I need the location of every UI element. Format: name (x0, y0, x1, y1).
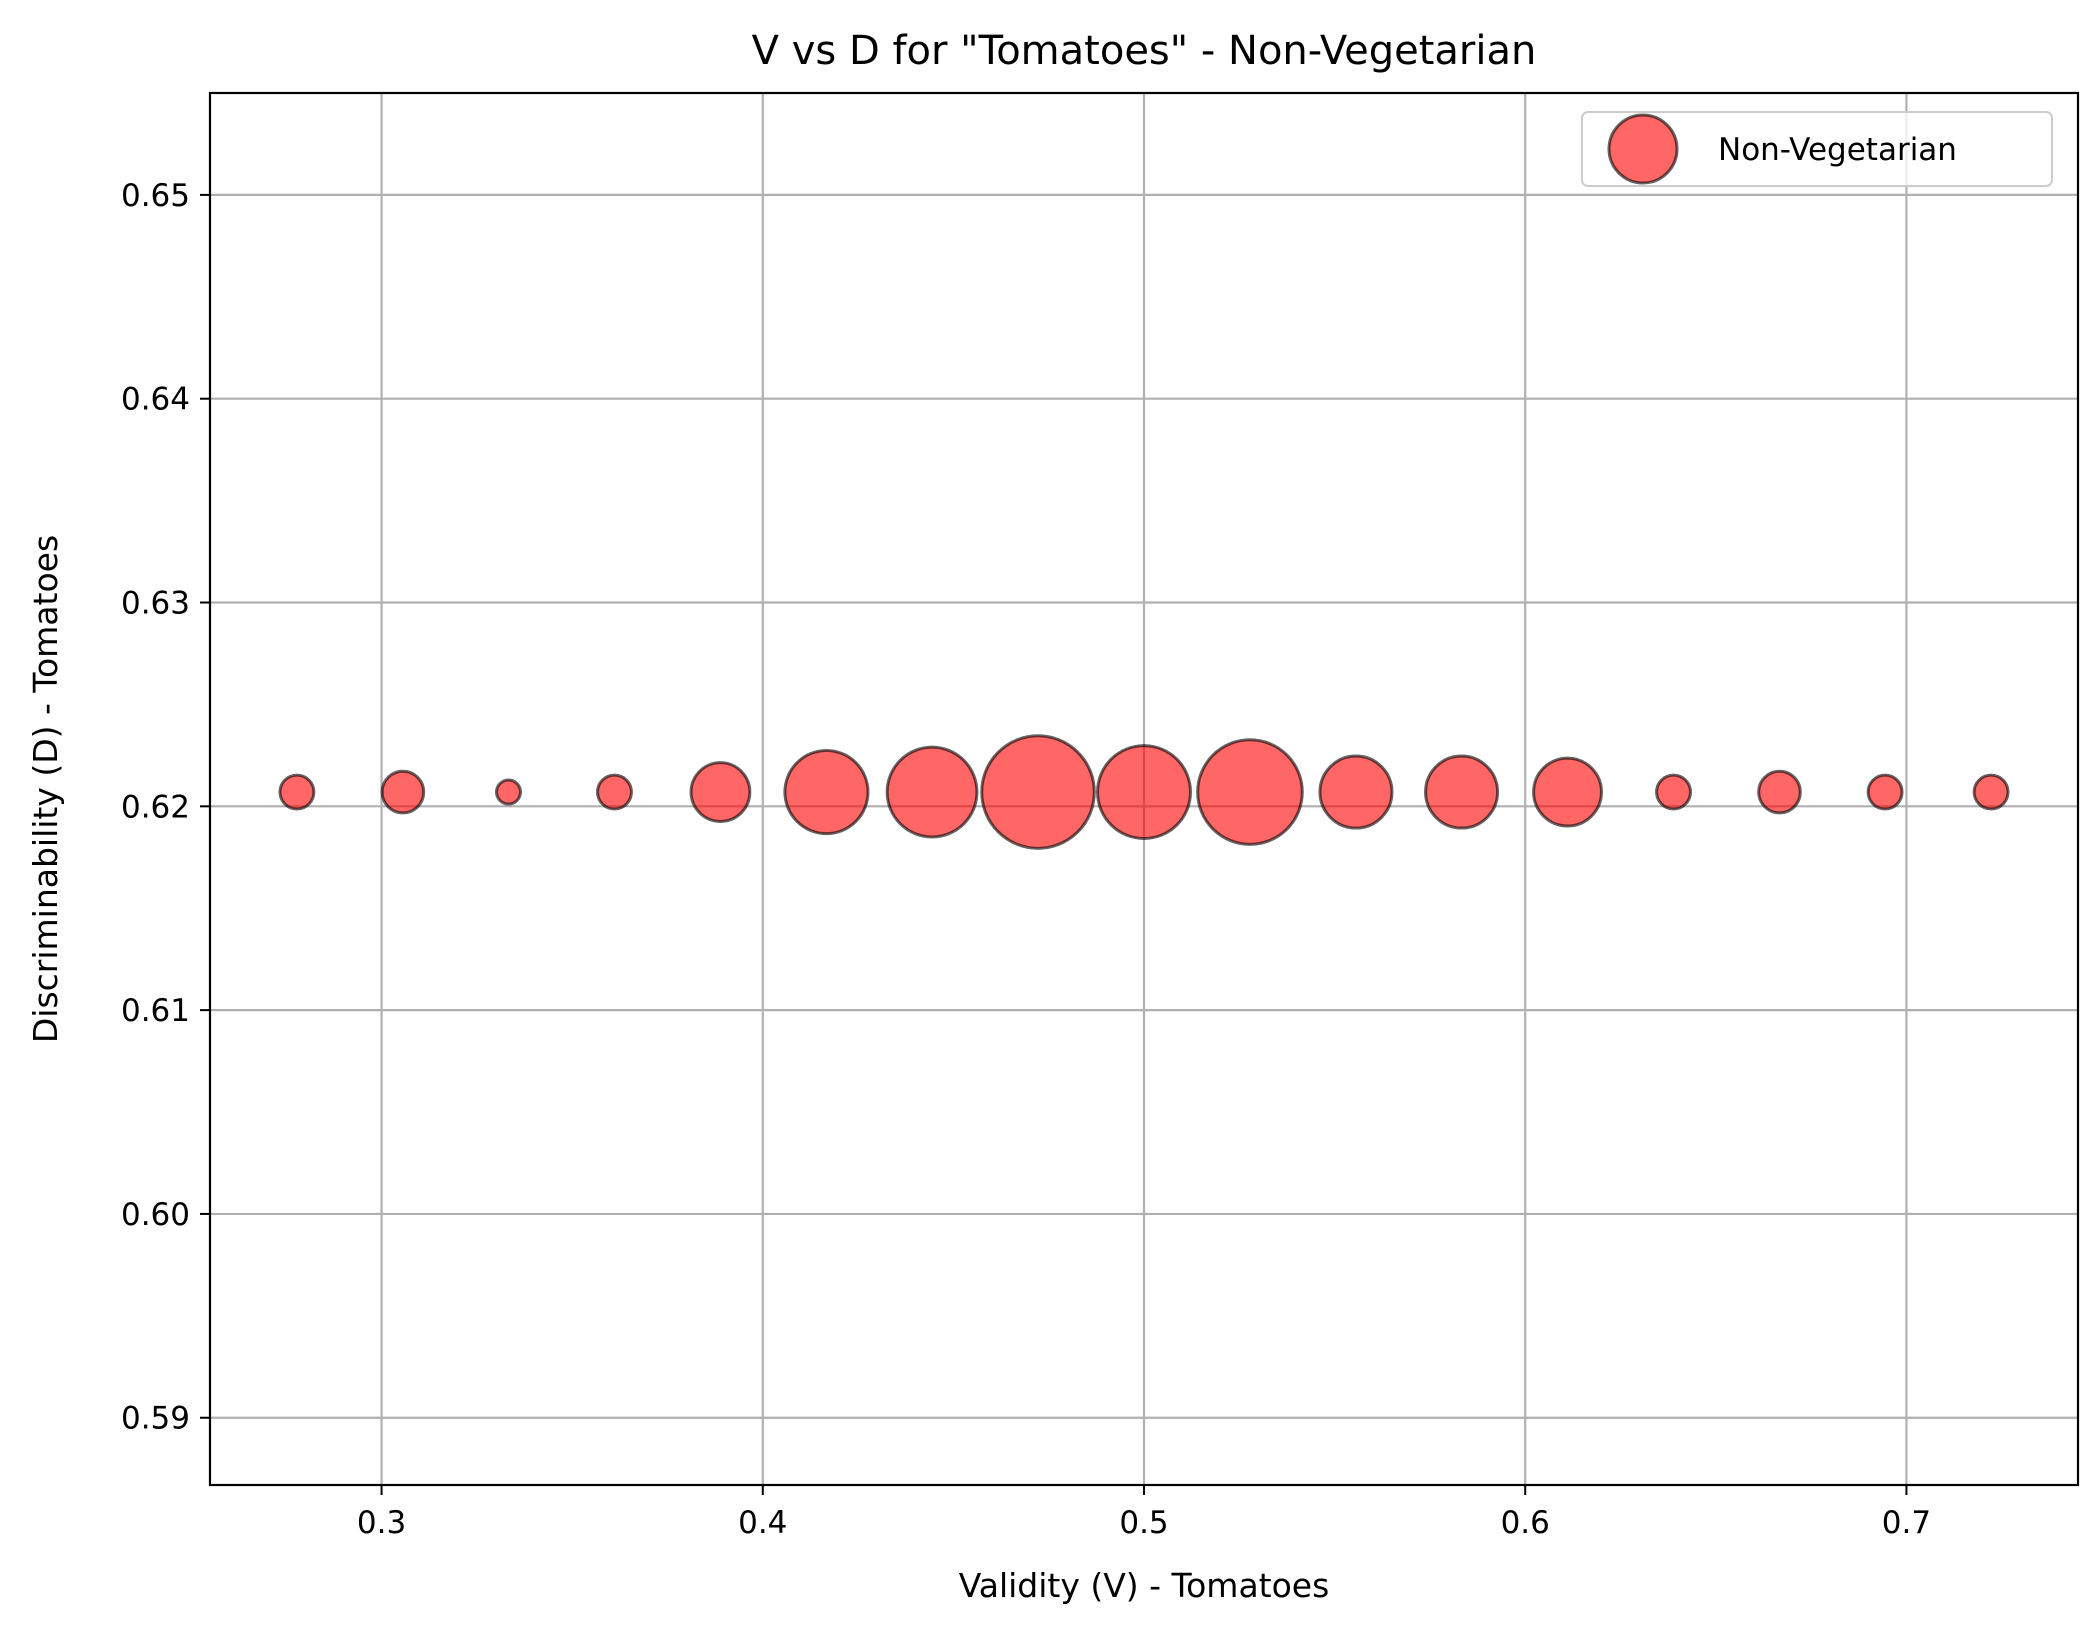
data-point (1424, 754, 1500, 830)
y-tick-label: 0.62 (121, 789, 190, 825)
chart-title: V vs D for "Tomatoes" - Non-Vegetarian (752, 28, 1537, 74)
data-point (1318, 754, 1394, 830)
data-point (1866, 773, 1904, 811)
data-point (689, 761, 752, 823)
data-point (278, 773, 316, 811)
y-tick-label: 0.64 (121, 382, 190, 418)
y-tick-label: 0.60 (121, 1197, 190, 1233)
x-axis-label: Validity (V) - Tomatoes (959, 1566, 1330, 1605)
data-points (278, 734, 2010, 850)
x-tick-label: 0.4 (738, 1505, 787, 1541)
data-point (885, 745, 979, 839)
legend-marker (1607, 113, 1679, 185)
legend: Non-Vegetarian (1581, 111, 2053, 187)
y-tick-label: 0.59 (121, 1401, 190, 1437)
y-tick-label: 0.63 (121, 586, 190, 622)
data-point (1096, 744, 1192, 841)
data-point (494, 778, 522, 806)
data-point (1972, 773, 2010, 811)
data-point (596, 773, 633, 811)
y-axis-label: Discriminability (D) - Tomatoes (26, 535, 65, 1043)
x-tick-label: 0.5 (1119, 1505, 1168, 1541)
data-point (783, 748, 870, 836)
data-point (1757, 769, 1802, 815)
x-tick-label: 0.6 (1501, 1505, 1550, 1541)
data-point (1655, 773, 1692, 811)
y-tick-label: 0.61 (121, 993, 190, 1029)
x-tick-label: 0.7 (1882, 1505, 1931, 1541)
x-axis-ticks: 0.3 0.4 0.5 0.6 0.7 (357, 1485, 1931, 1541)
y-tick-label: 0.65 (121, 178, 190, 214)
y-axis-ticks: 0.59 0.60 0.61 0.62 0.63 0.64 0.65 (121, 178, 210, 1437)
data-point (980, 734, 1096, 850)
legend-box (1581, 111, 2053, 187)
x-tick-label: 0.3 (357, 1505, 406, 1541)
data-point (1196, 738, 1304, 846)
data-point (1532, 756, 1603, 828)
legend-label-non-vegetarian: Non-Vegetarian (1718, 132, 1957, 168)
data-point (380, 769, 426, 815)
